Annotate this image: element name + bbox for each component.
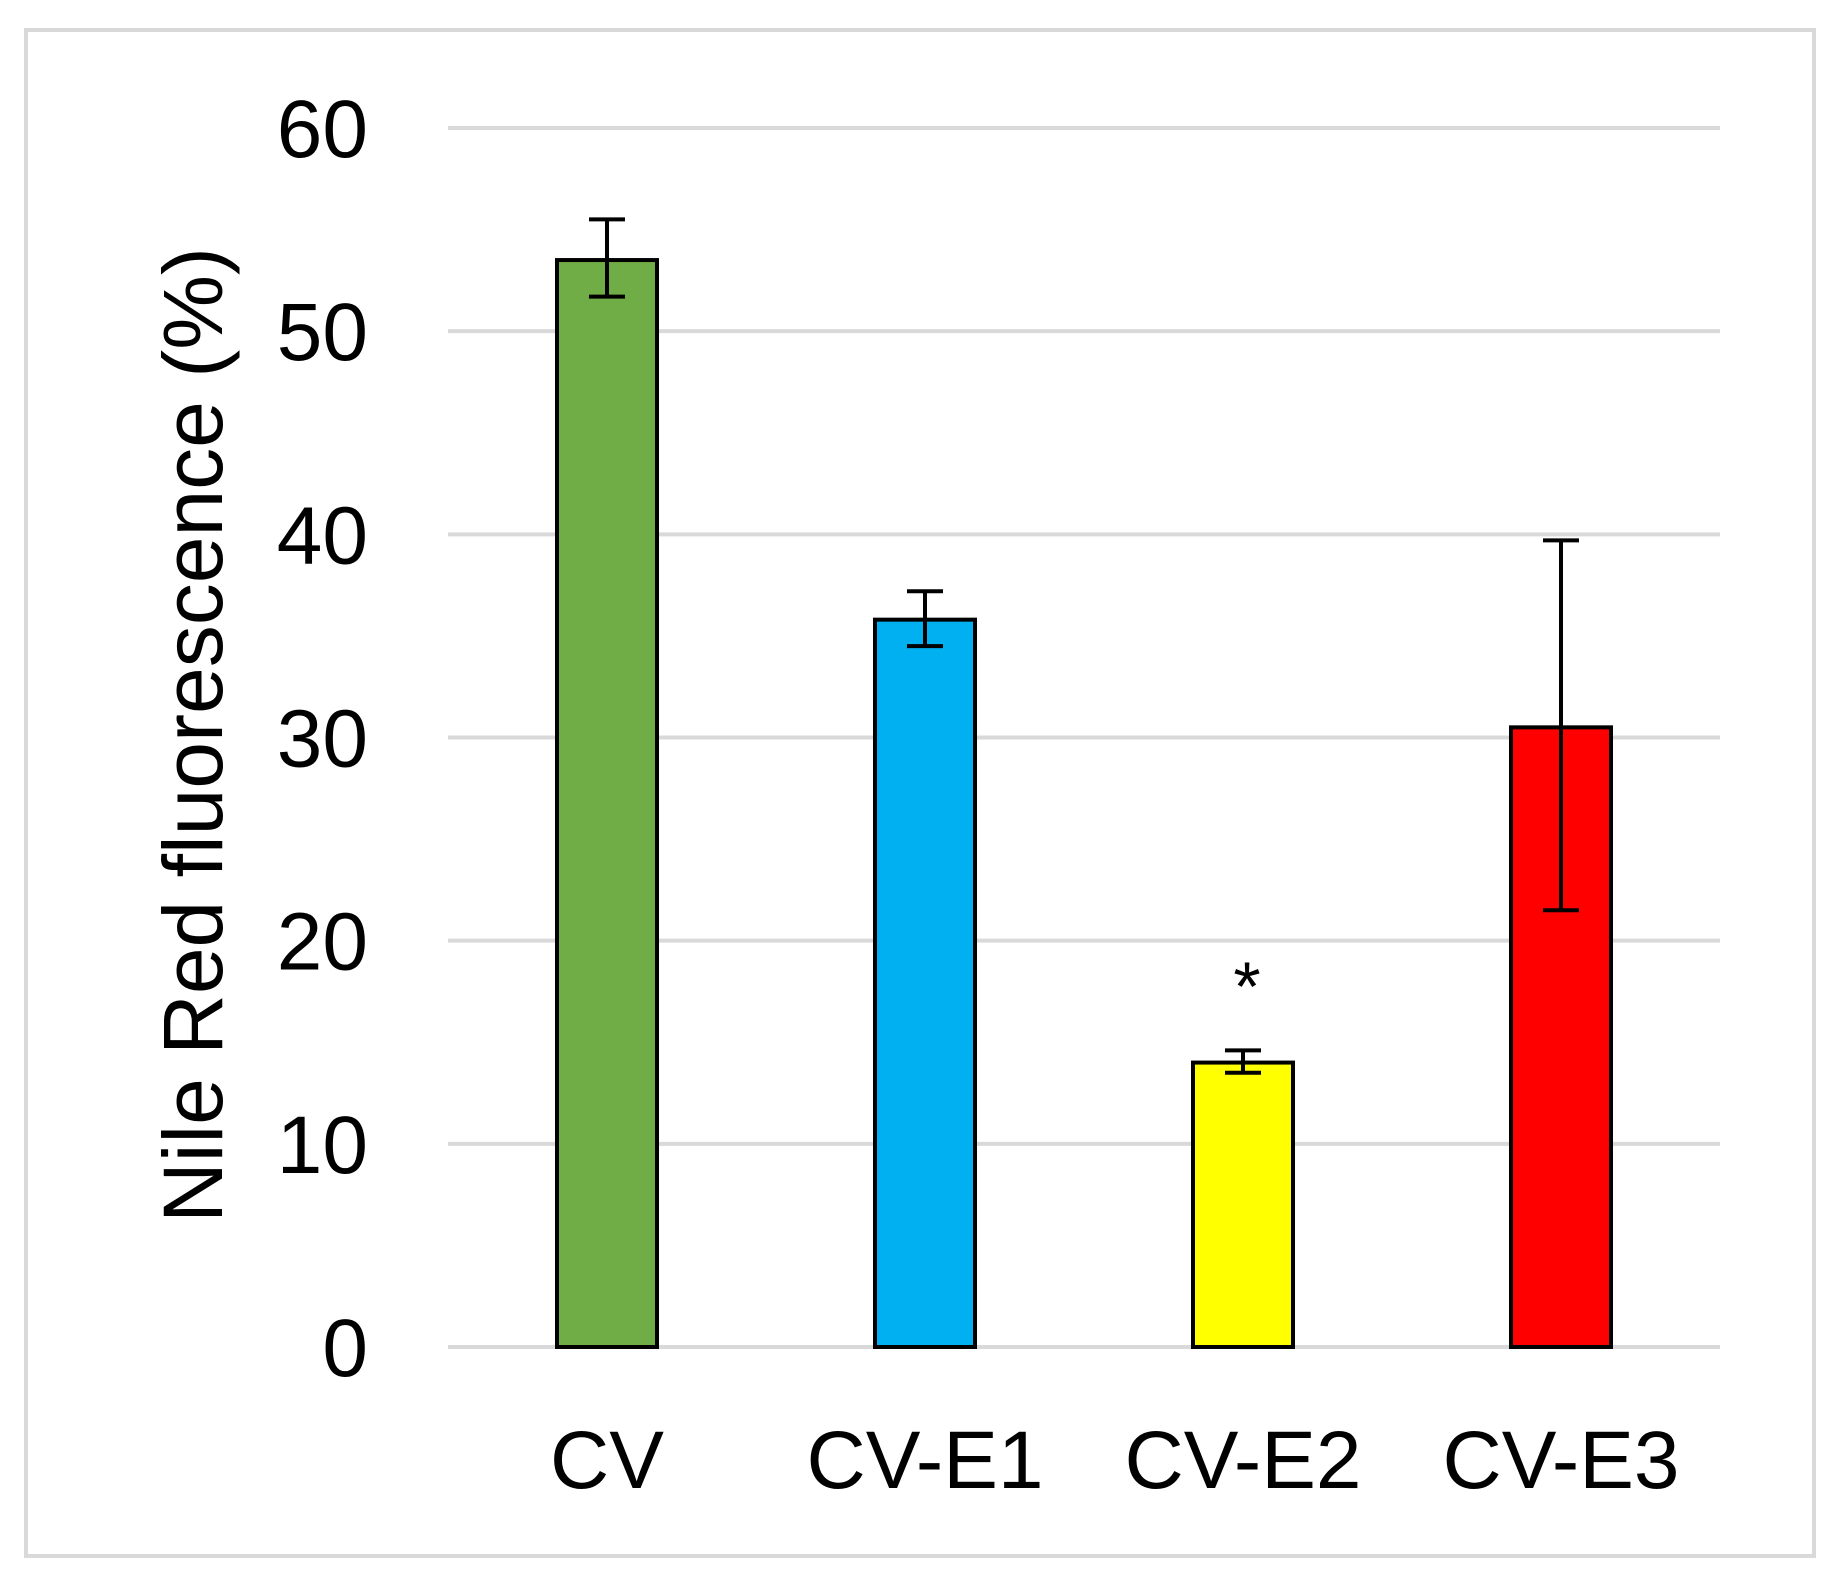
bar-cv-e2 <box>1191 1060 1295 1349</box>
y-axis-title: Nile Red fluorescence (%) <box>146 247 240 1223</box>
x-tick-label-cv-e1: CV-E1 <box>807 1415 1044 1506</box>
category-labels: CV CV-E1 CV-E2 CV-E3 <box>550 1415 1679 1506</box>
bar-cv <box>555 258 659 1349</box>
annotations: * <box>1233 947 1260 1025</box>
y-tick-label-10: 10 <box>277 1100 368 1191</box>
y-tick-label-20: 20 <box>277 897 368 988</box>
x-tick-label-cv-e3: CV-E3 <box>1443 1415 1680 1506</box>
y-tick-labels: 0 10 20 30 40 50 60 <box>277 84 368 1394</box>
y-tick-label-60: 60 <box>277 84 368 175</box>
x-tick-label-cv: CV <box>550 1415 664 1506</box>
gridlines <box>448 126 1720 1349</box>
bars <box>555 258 1613 1349</box>
y-tick-label-40: 40 <box>277 490 368 581</box>
y-tick-label-30: 30 <box>277 694 368 785</box>
x-tick-label-cv-e2: CV-E2 <box>1125 1415 1362 1506</box>
error-bar-cv-e3 <box>1543 538 1579 913</box>
error-bar-cv-e2 <box>1225 1048 1261 1075</box>
y-tick-label-0: 0 <box>322 1303 368 1394</box>
significance-asterisk: * <box>1233 947 1260 1025</box>
error-bar-cv-e1 <box>907 589 943 649</box>
error-bars <box>589 217 1579 1075</box>
error-bar-cv <box>589 217 625 299</box>
y-tick-label-50: 50 <box>277 287 368 378</box>
bar-cv-e1 <box>873 617 977 1349</box>
